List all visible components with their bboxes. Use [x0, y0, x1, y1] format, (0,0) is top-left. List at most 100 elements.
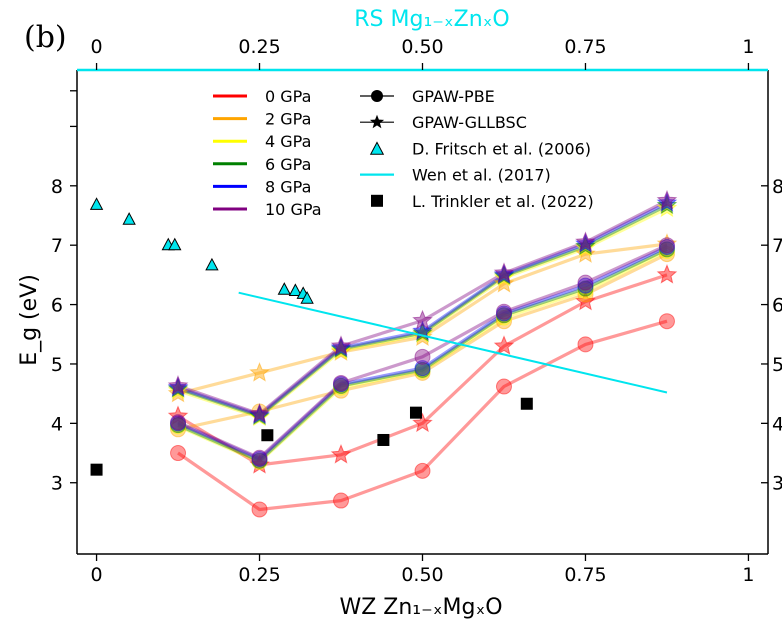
legend-label-method: Wen et al. (2017)	[412, 166, 551, 185]
x2-tick-label: 0	[91, 36, 103, 58]
data-point-star	[249, 362, 270, 382]
data-point-circle	[414, 364, 431, 381]
data-point-star	[493, 262, 515, 282]
y-right-tick-label: 8	[772, 176, 782, 198]
y-tick-label: 4	[51, 413, 63, 435]
data-point-circle	[414, 462, 431, 479]
data-point-star	[575, 290, 596, 311]
data-point-circle	[577, 277, 594, 294]
data-point-circle	[495, 378, 512, 395]
y-axis-title: E_g (eV)	[17, 274, 42, 366]
x-tick-label: 0.25	[238, 564, 280, 586]
trinkler-2022-point	[520, 397, 533, 410]
data-point-circle	[333, 376, 350, 393]
x-tick-label: 0.75	[564, 564, 606, 586]
data-point-star	[575, 243, 596, 263]
data-point-circle	[577, 280, 594, 297]
x2-tick-label: 0.50	[401, 36, 443, 58]
data-point-circle	[333, 374, 350, 391]
data-point-star	[167, 405, 189, 425]
data-point-circle	[170, 417, 187, 434]
data-point-circle	[414, 360, 431, 377]
data-point-circle	[658, 237, 675, 254]
y-tick-label: 8	[51, 176, 63, 198]
data-point-star	[493, 335, 515, 355]
series-line	[177, 201, 668, 417]
trinkler-2022-point	[377, 433, 390, 446]
data-point-circle	[495, 303, 512, 320]
data-point-circle	[251, 452, 268, 469]
y-right-tick-label: 4	[772, 413, 782, 435]
data-point-circle	[333, 492, 350, 509]
legend-marker-square	[371, 194, 383, 207]
x-tick-label: 0	[91, 564, 103, 586]
trinkler-2022-point	[90, 463, 103, 476]
y-right-tick-label: 5	[772, 354, 782, 376]
data-point-circle	[658, 241, 675, 258]
data-point-circle	[251, 501, 268, 518]
data-point-star	[249, 402, 270, 423]
legend-marker-triangle	[369, 141, 385, 155]
data-point-star	[656, 189, 678, 210]
series-markers	[167, 189, 678, 518]
data-point-circle	[251, 449, 268, 466]
data-point-circle	[495, 313, 512, 330]
x2-tick-label: 1	[742, 36, 754, 58]
data-point-circle	[170, 415, 187, 432]
legend-label-method: D. Fritsch et al. (2006)	[412, 139, 591, 158]
data-point-circle	[170, 418, 187, 435]
data-point-star	[249, 454, 270, 474]
fritsch-2006-point	[168, 237, 182, 251]
data-point-circle	[170, 421, 187, 438]
series-line	[177, 319, 668, 512]
x2-tick-label: 0.25	[238, 36, 280, 58]
legend-label-method: L. Trinkler et al. (2022)	[412, 192, 594, 211]
y-tick-label: 7	[51, 235, 63, 257]
data-point-star	[330, 335, 352, 355]
data-point-star	[167, 375, 189, 395]
y-tick-label: 5	[51, 354, 63, 376]
data-point-star	[656, 233, 678, 253]
fritsch-2006-point	[288, 283, 303, 296]
reference-data	[89, 197, 668, 476]
panel-label: (b)	[24, 20, 67, 55]
trinkler-2022-point	[409, 406, 422, 419]
x-tick-label: 1	[742, 564, 754, 586]
axis-ticks: 0 0 0.25 0.25 0.50 0.50 0.75 0.75 1 1 3 3 4 4 5 5 6 6 7 7 8 8	[51, 36, 782, 586]
data-point-star	[330, 443, 352, 464]
data-point-circle	[251, 453, 268, 470]
data-point-circle	[495, 305, 512, 322]
legend: 0 GPa 2 GPa 4 GPa 6 GPa 8 GPa 10 GPa GPAW-PBE G…	[213, 87, 594, 219]
legend-label-pressure: 4 GPa	[265, 132, 311, 151]
y-right-tick-label: 6	[772, 295, 782, 317]
data-point-circle	[495, 307, 512, 324]
legend-label-pressure: 0 GPa	[265, 87, 311, 106]
legend-label-pressure: 6 GPa	[265, 155, 311, 174]
series-line	[177, 243, 668, 460]
data-point-circle	[658, 238, 675, 255]
data-point-circle	[577, 274, 594, 291]
legend-label-method: GPAW-GLLBSC	[412, 113, 527, 132]
fritsch-2006-point	[205, 257, 219, 271]
legend-marker-circle	[371, 90, 383, 102]
data-point-star	[575, 231, 596, 251]
series-line	[177, 273, 668, 467]
data-point-circle	[414, 363, 431, 380]
data-point-circle	[495, 309, 512, 326]
data-point-star	[412, 412, 433, 433]
data-point-star	[656, 264, 678, 284]
fritsch-2006-point	[300, 291, 314, 304]
series-line	[177, 252, 668, 431]
y-right-tick-label: 7	[772, 235, 782, 257]
data-point-star	[412, 309, 433, 330]
data-point-circle	[577, 286, 594, 303]
series-line	[177, 199, 668, 416]
data-point-circle	[333, 382, 350, 399]
top-axis-title: RS Mg₁₋ₓZnₓO	[354, 7, 509, 32]
data-point-star	[493, 272, 515, 293]
data-point-circle	[170, 414, 187, 431]
data-point-circle	[333, 377, 350, 394]
y-tick-label: 3	[51, 473, 63, 495]
series-line	[177, 245, 668, 461]
